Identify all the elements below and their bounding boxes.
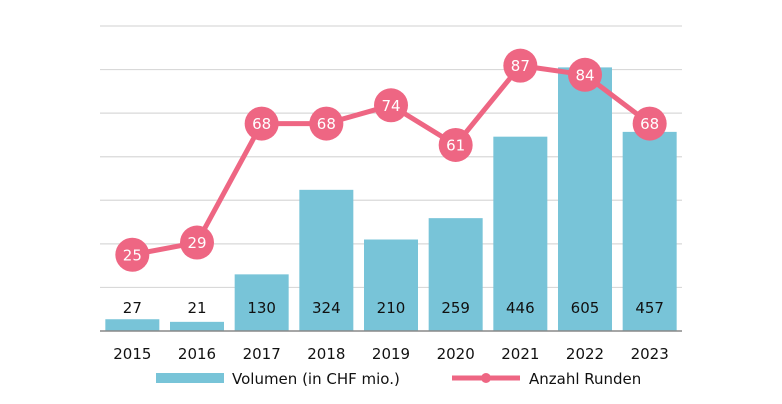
bar-data-label: 324 (312, 299, 341, 317)
bar-data-label: 210 (377, 299, 406, 317)
line-marker (438, 127, 473, 162)
bar-data-label: 27 (123, 299, 142, 317)
bar (493, 136, 548, 331)
bar (234, 274, 289, 331)
bar-data-label: 457 (635, 299, 664, 317)
line-series: 25 29 68 68 74 61 87 84 68 (115, 48, 667, 272)
line-data-label: 61 (446, 136, 465, 154)
x-tick-label: 2023 (631, 345, 669, 363)
bar (558, 67, 612, 332)
line-marker (632, 106, 667, 141)
bar (105, 319, 160, 331)
bar (170, 321, 224, 331)
line-marker (180, 225, 214, 260)
bar (428, 218, 483, 331)
bar-data-label: 130 (247, 299, 276, 317)
x-tick-label: 2016 (178, 345, 216, 363)
line-data-label: 87 (511, 57, 530, 75)
line-marker (374, 88, 408, 123)
line-marker (503, 48, 538, 83)
line-data-label: 74 (381, 97, 400, 115)
bar-data-label: 259 (441, 299, 470, 317)
line-data-label: 84 (575, 66, 594, 84)
x-tick-label: 2020 (437, 345, 475, 363)
x-tick-label: 2017 (243, 345, 281, 363)
line-data-label: 68 (252, 115, 271, 133)
bar (299, 189, 354, 331)
bar-data-label: 446 (506, 299, 535, 317)
line-data-label: 25 (123, 246, 142, 264)
legend: Volumen (in CHF mio.) Anzahl Runden (156, 370, 641, 388)
x-tick-labels: 2015 2016 2017 2018 2019 2020 2021 2022 2023 (113, 345, 669, 363)
line-marker (309, 106, 344, 141)
line-data-label: 29 (187, 234, 206, 252)
x-tick-label: 2019 (372, 345, 410, 363)
legend-label-line: Anzahl Runden (529, 370, 641, 388)
line-marker (115, 237, 150, 272)
legend-label-bar: Volumen (in CHF mio.) (232, 370, 400, 388)
x-tick-label: 2018 (307, 345, 345, 363)
legend-marker (481, 373, 491, 383)
line-marker (568, 57, 602, 92)
x-tick-label: 2015 (113, 345, 151, 363)
x-tick-label: 2021 (501, 345, 539, 363)
legend-swatch-bar (156, 373, 224, 383)
x-tick-label: 2022 (566, 345, 604, 363)
bar-data-label: 21 (187, 299, 206, 317)
bar-data-label: 605 (571, 299, 600, 317)
line-marker (244, 106, 279, 141)
line-data-label: 68 (317, 115, 336, 133)
bars: 27 21 130 324 210 259 446 605 457 (105, 67, 677, 332)
bar (364, 239, 418, 331)
bar (622, 131, 677, 331)
line-data-label: 68 (640, 115, 659, 133)
